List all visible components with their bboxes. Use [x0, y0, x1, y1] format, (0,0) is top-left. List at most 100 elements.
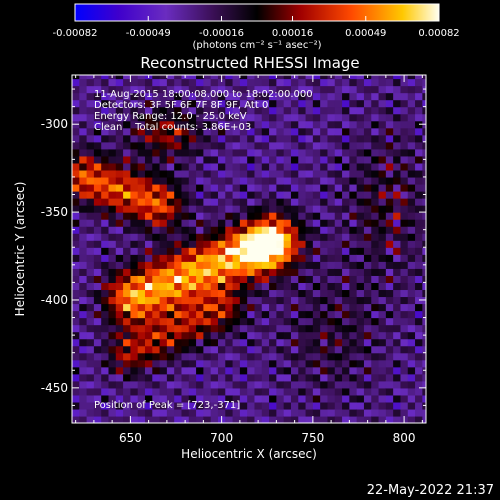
- heatmap-cell: [363, 415, 372, 423]
- heatmap-cell: [159, 359, 168, 368]
- heatmap-cell: [239, 366, 248, 375]
- heatmap-cell: [422, 75, 426, 80]
- heatmap-cell: [415, 191, 423, 199]
- heatmap-cell: [130, 359, 139, 368]
- heatmap-cell: [378, 380, 387, 389]
- heatmap-cell: [93, 282, 102, 291]
- heatmap-cell: [312, 176, 321, 185]
- heatmap-cell: [217, 205, 226, 213]
- heatmap-cell: [144, 155, 153, 164]
- chart-title: Reconstructed RHESSI Image: [140, 54, 359, 72]
- heatmap-cell: [269, 275, 277, 283]
- heatmap-cell: [239, 148, 248, 157]
- heatmap-cell: [400, 176, 409, 185]
- heatmap-cell: [93, 183, 102, 192]
- heatmap-cell: [203, 148, 212, 157]
- heatmap-cell: [232, 352, 241, 361]
- heatmap-cell: [393, 324, 402, 333]
- heatmap-cell: [283, 113, 292, 122]
- heatmap-cell: [269, 183, 277, 192]
- heatmap-cell: [93, 219, 102, 227]
- x-axis-label: Heliocentric X (arcsec): [181, 447, 317, 461]
- heatmap-cell: [203, 92, 212, 101]
- heatmap-cell: [210, 366, 219, 375]
- heatmap-cell: [247, 380, 256, 389]
- heatmap-cell: [123, 99, 131, 108]
- heatmap-cell: [115, 415, 124, 423]
- heatmap-cell: [196, 352, 204, 361]
- heatmap-cell: [174, 134, 183, 143]
- heatmap-cell: [305, 324, 314, 333]
- colorbar-tick-label: 0.00049: [345, 28, 386, 39]
- heatmap-cell: [144, 296, 153, 305]
- heatmap-cell: [305, 303, 314, 312]
- heatmap-cell: [254, 317, 263, 326]
- heatmap-cell: [196, 226, 204, 234]
- heatmap-cell: [327, 296, 336, 305]
- heatmap-cell: [181, 169, 190, 178]
- heatmap-cell: [137, 310, 146, 319]
- heatmap-cell: [79, 296, 88, 305]
- heatmap-cell: [188, 408, 197, 417]
- heatmap-cell: [159, 127, 168, 136]
- heatmap-cell: [166, 233, 175, 241]
- heatmap-cell: [254, 352, 263, 361]
- heatmap-cell: [415, 176, 423, 185]
- heatmap-cell: [363, 289, 372, 298]
- heatmap-cell: [203, 254, 212, 262]
- heatmap-cell: [254, 99, 263, 108]
- heatmap-cell: [349, 254, 358, 262]
- heatmap-cell: [261, 127, 270, 136]
- heatmap-cell: [188, 113, 197, 122]
- heatmap-cell: [269, 176, 277, 185]
- heatmap-cell: [261, 303, 270, 312]
- heatmap-cell: [115, 324, 124, 333]
- heatmap-cell: [217, 233, 226, 241]
- heatmap-cell: [196, 394, 204, 403]
- heatmap-cell: [371, 331, 380, 340]
- heatmap-cell: [363, 176, 372, 185]
- heatmap-cell: [166, 85, 175, 94]
- heatmap-cell: [174, 191, 183, 199]
- heatmap-cell: [363, 366, 372, 375]
- heatmap-cell: [101, 303, 110, 312]
- heatmap-cell: [349, 338, 358, 347]
- heatmap-cell: [181, 338, 190, 347]
- heatmap-cell: [232, 240, 241, 248]
- heatmap-cell: [342, 296, 350, 305]
- heatmap-cell: [86, 226, 95, 234]
- heatmap-cell: [261, 148, 270, 157]
- heatmap-cell: [239, 303, 248, 312]
- heatmap-cell: [247, 296, 256, 305]
- heatmap-cell: [217, 359, 226, 368]
- heatmap-cell: [363, 205, 372, 213]
- heatmap-cell: [422, 289, 426, 298]
- heatmap-cell: [225, 352, 234, 361]
- heatmap-cell: [137, 233, 146, 241]
- heatmap-cell: [210, 296, 219, 305]
- heatmap-cell: [298, 240, 307, 248]
- heatmap-cell: [93, 240, 102, 248]
- heatmap-cell: [239, 394, 248, 403]
- heatmap-cell: [283, 78, 292, 87]
- heatmap-cell: [108, 106, 117, 115]
- annotation-peak-position: Position of Peak = [723,-371]: [94, 400, 240, 411]
- heatmap-cell: [101, 401, 110, 410]
- heatmap-cell: [101, 387, 110, 396]
- heatmap-cell: [261, 99, 270, 108]
- heatmap-cell: [276, 296, 285, 305]
- heatmap-cell: [378, 155, 387, 164]
- heatmap-cell: [320, 155, 329, 164]
- heatmap-cell: [298, 155, 307, 164]
- heatmap-cell: [261, 408, 270, 417]
- heatmap-cell: [334, 176, 343, 185]
- heatmap-cell: [152, 162, 161, 171]
- heatmap-cell: [261, 85, 270, 94]
- heatmap-cell: [349, 345, 358, 354]
- heatmap-cell: [422, 408, 426, 417]
- heatmap-cell: [130, 401, 139, 410]
- heatmap-cell: [159, 415, 168, 423]
- heatmap-cell: [415, 268, 423, 276]
- heatmap-cell: [181, 289, 190, 298]
- colorbar-tick-label: -0.00016: [199, 28, 244, 39]
